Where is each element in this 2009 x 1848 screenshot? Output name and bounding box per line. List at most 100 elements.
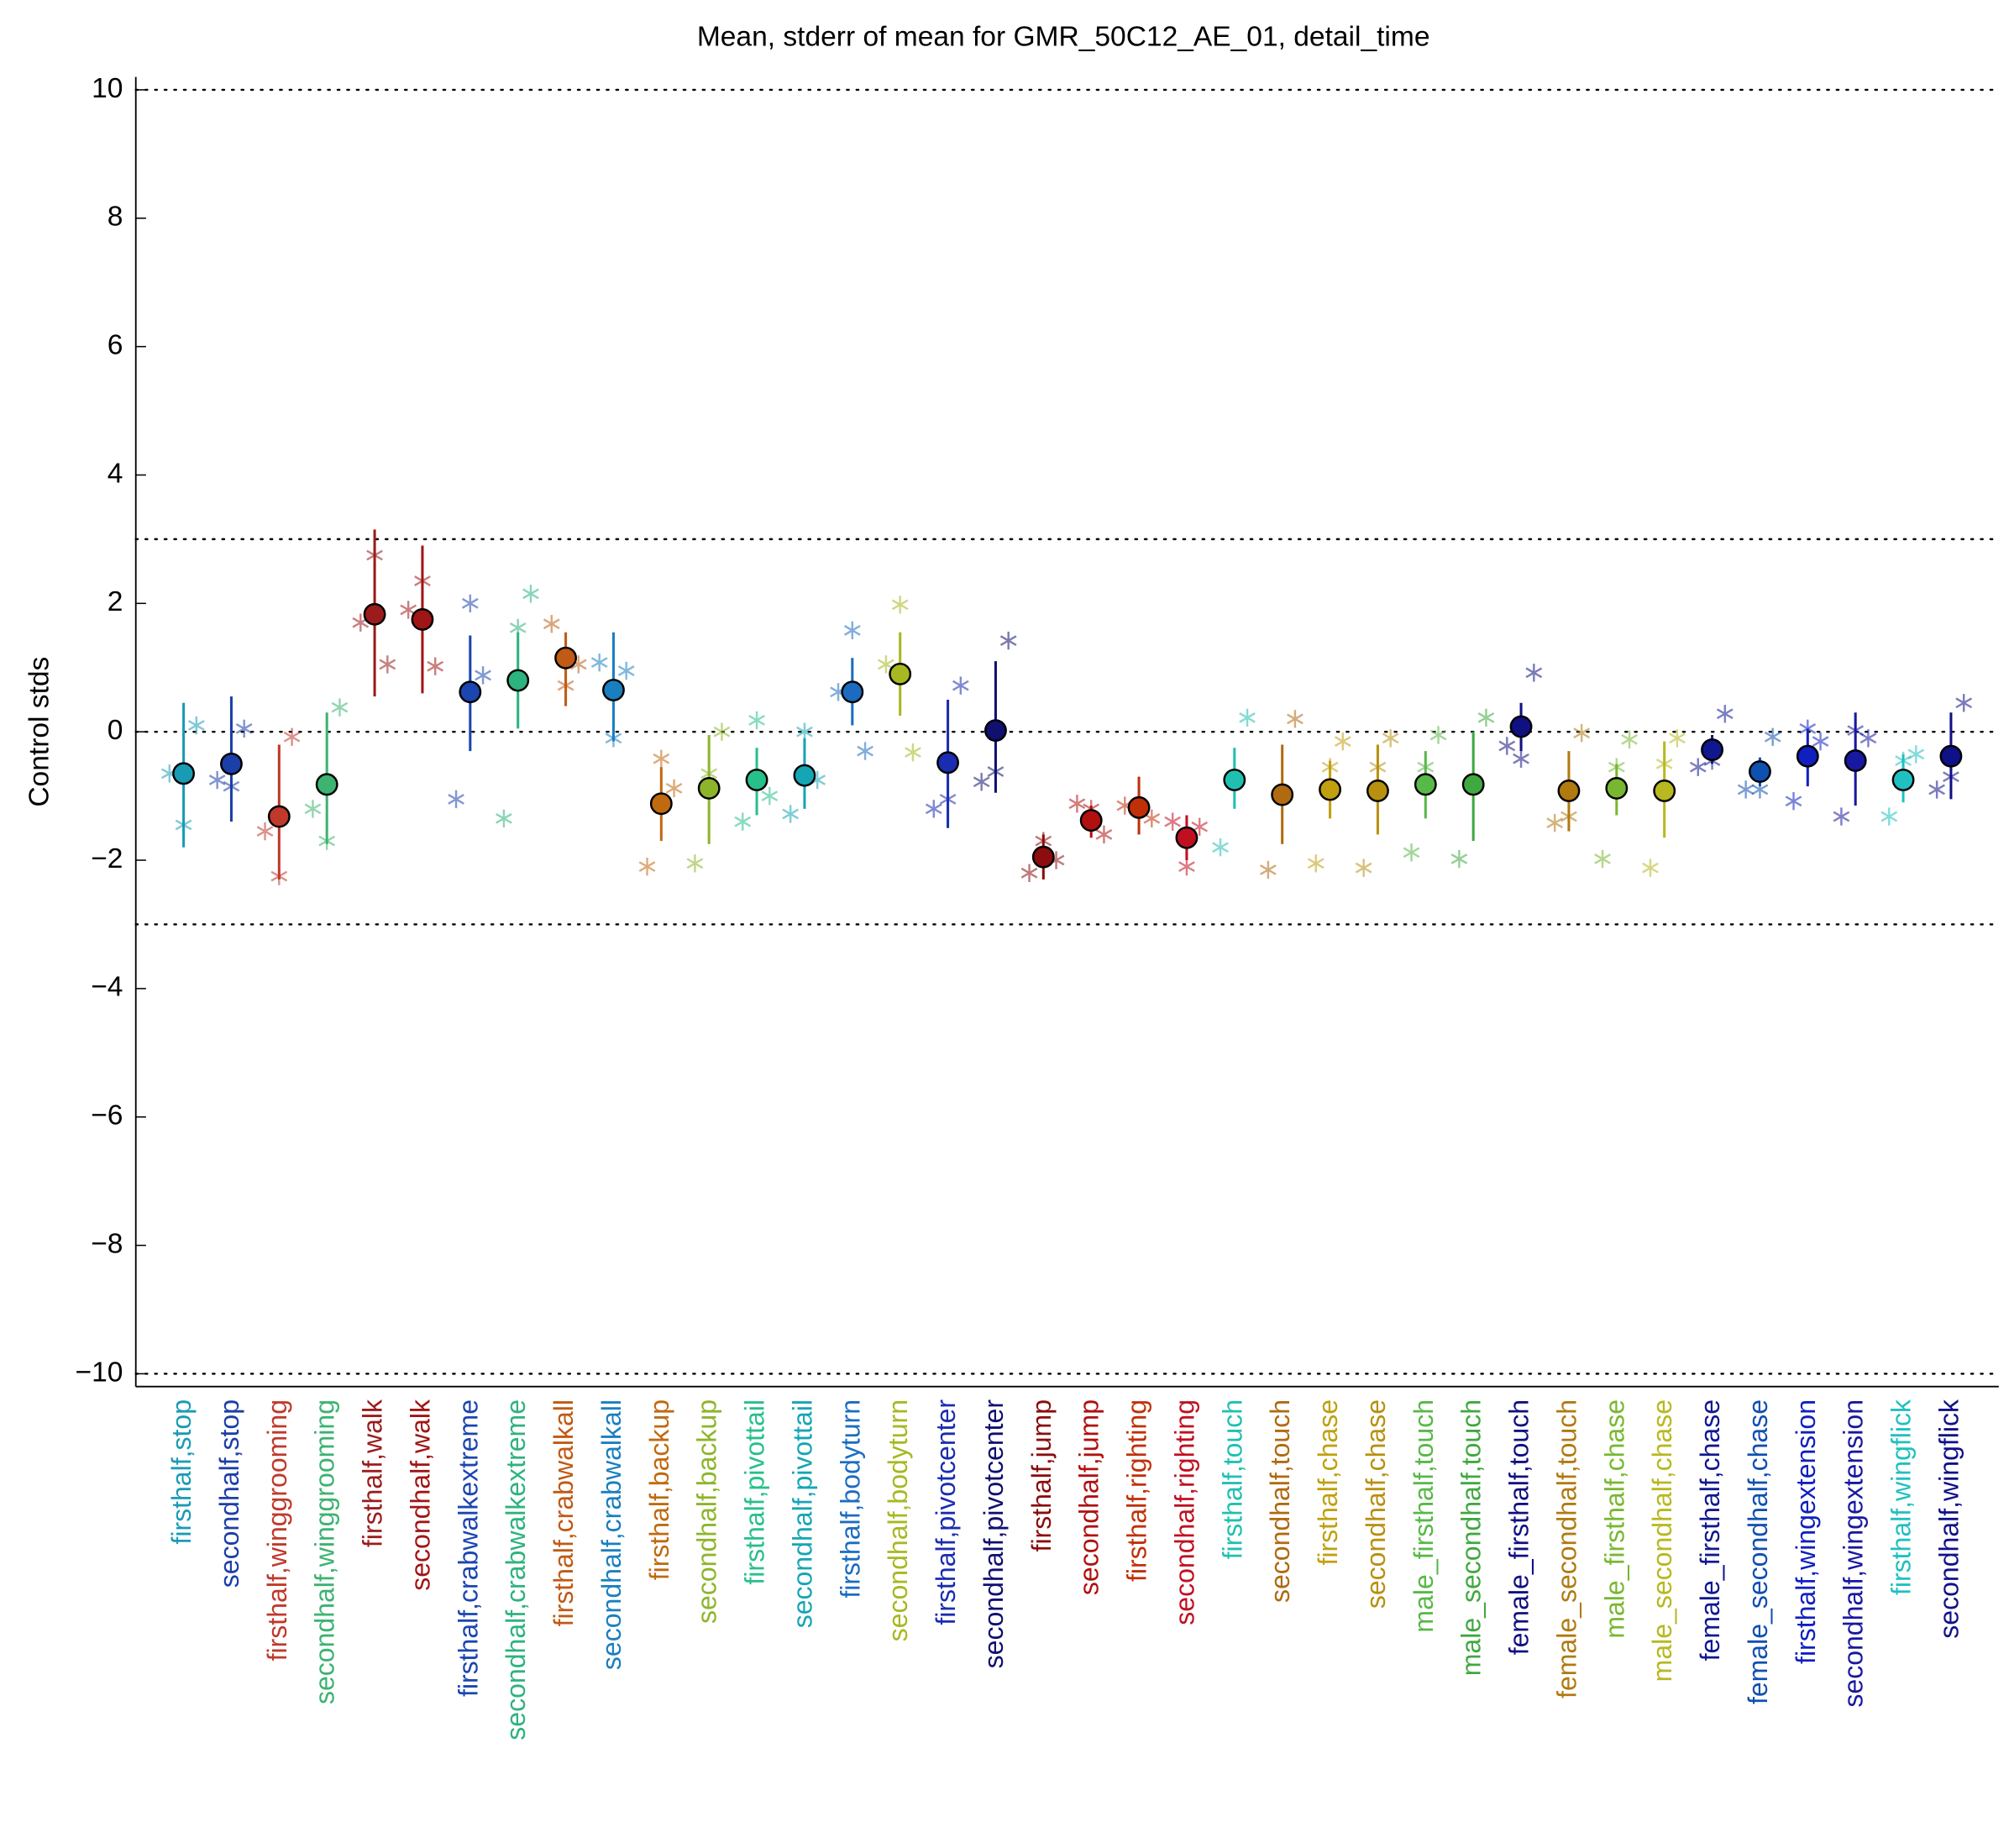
star-marker [999,631,1017,650]
star-marker [1546,814,1564,832]
star-stroke [1020,867,1038,879]
star-stroke [522,588,539,600]
star-marker [1785,792,1802,811]
x-tick-label: male_firsthalf,touch [1408,1399,1439,1633]
star-stroke [304,803,322,815]
chart-title: Mean, stderr of mean for GMR_50C12_AE_01… [697,22,1430,53]
star-stroke [1737,784,1755,795]
star-marker [1429,726,1447,744]
star-stroke [1260,864,1277,875]
x-tick-label: secondhalf,bodyturn [883,1399,913,1641]
star-marker [905,743,921,762]
star-stroke [1642,862,1659,874]
star-marker [522,585,539,603]
star-stroke [331,701,349,713]
mean-marker [1271,783,1294,806]
mean-marker [1891,769,1915,791]
star-stroke [686,858,704,869]
star-stroke [235,722,253,734]
x-tick-label: female_secondhalf,chase [1743,1399,1773,1704]
star-marker [891,596,909,614]
star-stroke [1689,761,1707,773]
x-tick-label: secondhalf,walk [405,1399,435,1591]
star-stroke [1212,842,1229,853]
star-marker [448,790,464,809]
star-marker [1450,849,1468,869]
x-tick-label: firsthalf,touch [1217,1399,1247,1559]
star-marker [1764,727,1781,746]
star-stroke [1382,732,1399,744]
star-marker [256,822,274,841]
star-stroke [475,669,491,681]
star-marker [1287,710,1303,728]
y-tick-label: −6 [91,1100,123,1131]
star-stroke [427,660,444,672]
star-marker [427,657,444,675]
star-marker [475,666,491,685]
star-stroke [1860,732,1877,744]
star-stroke [843,625,861,636]
star-marker [1594,849,1611,869]
y-tick-label: 0 [108,715,123,746]
star-marker [843,621,861,640]
star-stroke [1785,795,1802,807]
star-stroke [1498,740,1516,752]
star-marker [1178,857,1195,876]
star-stroke [400,604,417,616]
star-marker [1307,854,1324,873]
x-tick-label: firsthalf,walk [358,1399,388,1547]
star-stroke [1907,748,1925,760]
x-tick-label: secondhalf,wingflick [1933,1399,1964,1639]
star-stroke [509,622,527,633]
x-tick-label: firsthalf,crabwalkextreme [453,1399,483,1697]
x-tick-label: firsthalf,winggrooming [262,1399,292,1661]
y-tick-label: −4 [91,972,123,1003]
star-stroke [1334,736,1351,748]
star-marker [1477,708,1495,727]
x-tick-label: firsthalf,wingextension [1791,1399,1821,1664]
star-marker [1164,812,1182,831]
mean-marker [649,792,673,816]
star-stroke [569,659,587,670]
star-stroke [187,720,205,731]
star-stroke [1355,862,1372,874]
mean-marker [1031,845,1055,869]
mean-marker [459,680,482,704]
mean-marker [1319,778,1341,801]
star-stroke [496,812,512,824]
x-tick-label: firsthalf,stop [166,1399,197,1545]
star-marker [1669,729,1686,748]
x-tick-label: firsthalf,bodyturn [835,1399,865,1599]
mean-marker [793,764,816,787]
star-stroke [1095,829,1113,840]
star-marker [331,698,349,717]
x-tick-label: male_firsthalf,chase [1599,1399,1629,1639]
mean-marker [1366,780,1389,802]
star-stroke [1573,727,1591,739]
star-marker [1928,780,1945,799]
mean-marker [602,679,625,701]
y-tick-label: −10 [76,1357,123,1388]
star-stroke [1068,798,1086,810]
star-stroke [713,726,731,738]
mean-marker [1749,760,1771,783]
star-marker [925,800,942,818]
star-stroke [952,680,969,691]
y-tick-label: −2 [91,843,123,874]
x-tick-label: secondhalf,winggrooming [310,1399,340,1704]
x-tick-label: secondhalf,pivottail [787,1399,817,1628]
x-tick-label: secondhalf,chase [1361,1399,1391,1609]
star-marker [543,615,560,633]
mean-marker [363,602,386,626]
star-marker [761,786,779,806]
star-stroke [1546,817,1564,829]
mean-marker [554,646,577,669]
x-tick-label: secondhalf,pivotcenter [978,1399,1009,1669]
star-marker [1260,860,1277,879]
x-tick-label: secondhalf,wingextension [1839,1399,1869,1708]
star-stroke [283,731,301,743]
star-marker [379,655,396,674]
star-stroke [1764,731,1781,743]
x-tick-label: firsthalf,backup [644,1399,674,1580]
x-tick-label: firsthalf,pivottail [740,1399,770,1585]
